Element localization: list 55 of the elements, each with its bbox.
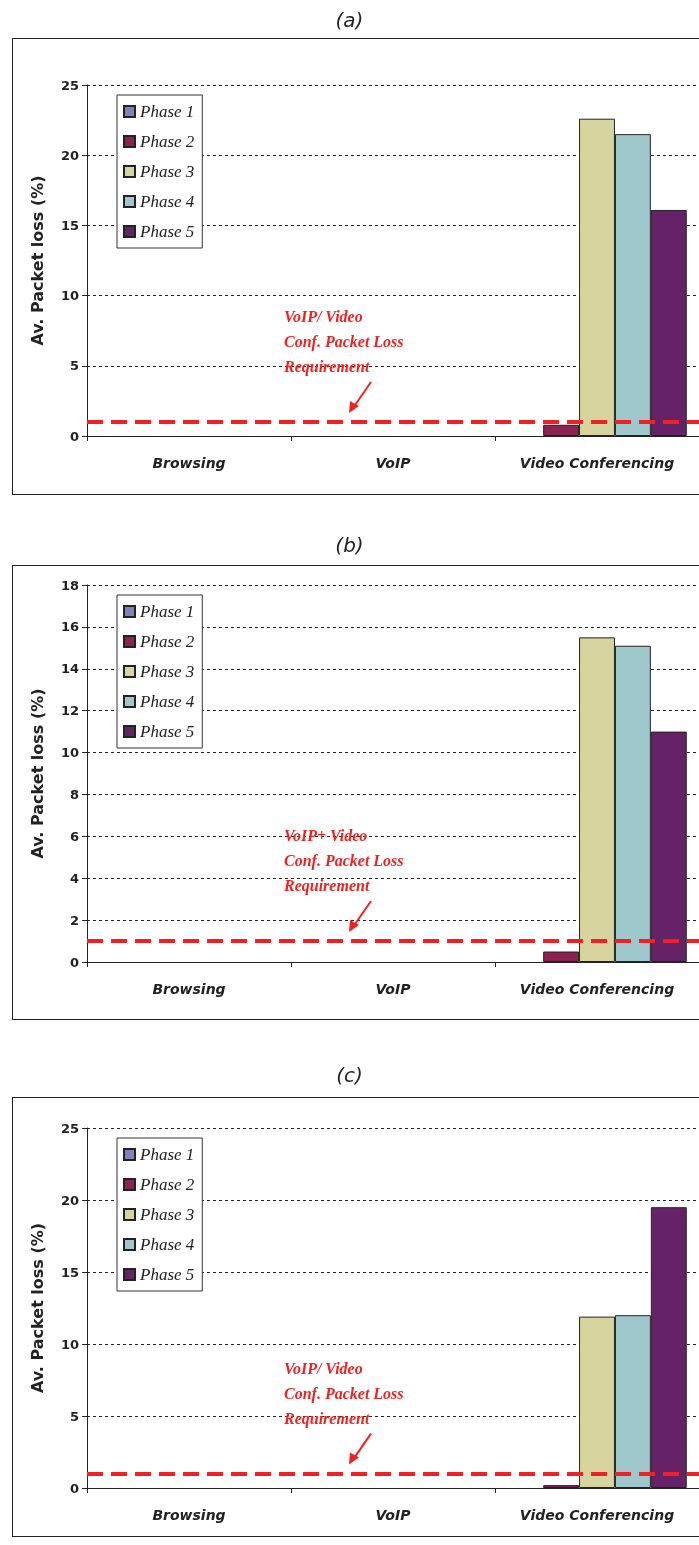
x-tick-label: Browsing (152, 455, 226, 471)
y-tick-label: 18 (60, 577, 79, 593)
y-tick-label: 5 (69, 358, 79, 374)
ref-line-label: VoIP+ Video Conf. Packet Loss Requirement (283, 827, 404, 896)
y-tick-label: 2 (69, 912, 79, 928)
y-tick-label: 14 (60, 661, 79, 677)
y-tick-label: 10 (60, 288, 79, 304)
chart-title: (a) (334, 8, 365, 32)
y-tick-label: 0 (69, 954, 79, 970)
ref-line-label: VoIP/ Video Conf. Packet Loss Requirement (283, 307, 404, 376)
y-tick-label: 16 (60, 619, 79, 635)
legend-label: Phase 5 (139, 222, 195, 241)
legend-label: Phase 3 (139, 162, 195, 181)
legend-label: Phase 4 (139, 1235, 195, 1254)
x-tick-label: VoIP (375, 1507, 412, 1523)
legend-label: Phase 1 (139, 602, 195, 621)
y-tick-label: 25 (60, 1120, 79, 1136)
legend-label: Phase 3 (139, 662, 195, 681)
y-tick-label: 8 (69, 786, 79, 802)
y-tick-label: 5 (69, 1408, 79, 1424)
legend-label: Phase 1 (139, 102, 195, 121)
x-tick-label: VoIP (375, 455, 412, 471)
ref-line-label: VoIP/ Video Conf. Packet Loss Requirement (283, 1359, 404, 1428)
y-tick-label: 25 (60, 77, 79, 93)
legend-label: Phase 5 (139, 1265, 195, 1284)
chart-title: (c) (335, 1063, 364, 1087)
x-tick-label: Video Conferencing (519, 455, 675, 471)
x-tick-label: Browsing (152, 1507, 226, 1523)
x-tick-label: VoIP (375, 981, 412, 997)
legend-label: Phase 1 (139, 1145, 195, 1164)
legend-label: Phase 4 (139, 692, 195, 711)
y-tick-label: 15 (60, 217, 79, 233)
legend-label: Phase 3 (139, 1205, 195, 1224)
y-tick-label: 0 (69, 428, 79, 444)
y-tick-label: 20 (60, 147, 79, 163)
y-tick-label: 20 (60, 1192, 79, 1208)
legend-label: Phase 4 (139, 192, 195, 211)
y-tick-label: 10 (60, 745, 79, 761)
legend-label: Phase 2 (139, 632, 195, 651)
y-tick-label: 15 (60, 1264, 79, 1280)
y-axis-title: Av. Packet loss (%) (27, 175, 47, 346)
x-tick-label: Video Conferencing (519, 981, 675, 997)
y-tick-label: 12 (60, 703, 79, 719)
y-tick-label: 6 (69, 828, 79, 844)
y-tick-label: 10 (60, 1336, 79, 1352)
legend-label: Phase 2 (139, 1175, 195, 1194)
x-tick-label: Browsing (152, 981, 226, 997)
legend-label: Phase 5 (139, 722, 195, 741)
y-axis-title: Av. Packet loss (%) (27, 1222, 47, 1394)
y-axis-title: Av. Packet loss (%) (27, 688, 47, 859)
chart-title: (b) (334, 533, 365, 557)
legend-label: Phase 2 (139, 132, 195, 151)
y-tick-label: 0 (69, 1480, 79, 1496)
y-tick-label: 4 (69, 870, 79, 886)
x-tick-label: Video Conferencing (519, 1507, 675, 1523)
